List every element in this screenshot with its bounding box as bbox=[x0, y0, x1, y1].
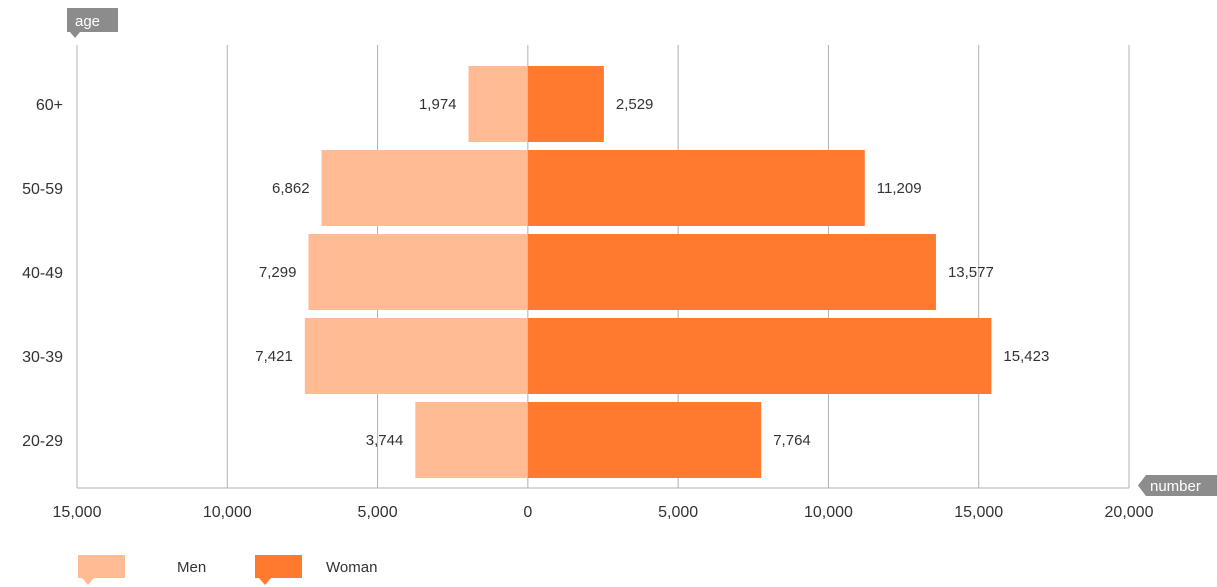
data-label-men: 1,974 bbox=[419, 96, 457, 113]
x-tick-label: 10,000 bbox=[203, 504, 252, 521]
data-label-woman: 11,209 bbox=[877, 180, 922, 197]
bar-woman bbox=[527, 234, 936, 310]
y-axis-tag: age bbox=[67, 8, 118, 38]
data-labels: 1,974 2,529 6,862 11,209 7,299 13,577 7,421 15,… bbox=[255, 96, 1049, 449]
bar-men bbox=[304, 318, 528, 394]
x-axis-tick-labels: 15,000 10,000 5,000 0 5,000 10,000 15,000 20,00… bbox=[53, 504, 1154, 521]
x-tick-label: 0 bbox=[523, 504, 532, 521]
x-axis-tag: number bbox=[1138, 475, 1217, 496]
bar-woman bbox=[527, 150, 865, 226]
x-axis-tag-shape bbox=[1138, 475, 1217, 496]
data-label-men: 7,299 bbox=[259, 264, 297, 281]
bars bbox=[304, 66, 992, 478]
bar-woman bbox=[527, 66, 604, 142]
x-axis-label: number bbox=[1150, 478, 1201, 495]
data-label-woman: 13,577 bbox=[948, 264, 994, 281]
bar-men bbox=[321, 150, 528, 226]
y-axis-tag-shape bbox=[67, 8, 118, 38]
y-tick-label: 50-59 bbox=[22, 181, 63, 198]
legend-item-men: Men bbox=[78, 555, 206, 585]
legend-swatch-woman bbox=[255, 555, 302, 585]
data-label-men: 6,862 bbox=[272, 180, 310, 197]
data-label-woman: 7,764 bbox=[773, 432, 811, 449]
y-axis-tick-labels: 60+ 50-59 40-49 30-39 20-29 bbox=[22, 97, 63, 450]
bar-woman bbox=[527, 402, 762, 478]
y-tick-label: 40-49 bbox=[22, 265, 63, 282]
data-label-men: 7,421 bbox=[255, 348, 293, 365]
x-tick-label: 20,000 bbox=[1105, 504, 1154, 521]
legend-swatch-men bbox=[78, 555, 125, 585]
legend-label-woman: Woman bbox=[326, 559, 377, 576]
data-label-men: 3,744 bbox=[366, 432, 404, 449]
x-tick-label: 15,000 bbox=[954, 504, 1003, 521]
legend: Men Woman bbox=[78, 555, 377, 585]
bar-woman bbox=[527, 318, 992, 394]
bar-men bbox=[308, 234, 528, 310]
legend-item-woman: Woman bbox=[255, 555, 377, 585]
x-tick-label: 5,000 bbox=[358, 504, 398, 521]
x-tick-label: 15,000 bbox=[53, 504, 102, 521]
y-tick-label: 20-29 bbox=[22, 433, 63, 450]
y-axis-label: age bbox=[75, 13, 100, 30]
data-label-woman: 2,529 bbox=[616, 96, 654, 113]
data-label-woman: 15,423 bbox=[1003, 348, 1049, 365]
y-tick-label: 30-39 bbox=[22, 349, 63, 366]
legend-label-men: Men bbox=[177, 559, 206, 576]
bar-men bbox=[415, 402, 528, 478]
x-tick-label: 10,000 bbox=[804, 504, 853, 521]
y-tick-label: 60+ bbox=[36, 97, 63, 114]
bar-men bbox=[468, 66, 528, 142]
x-tick-label: 5,000 bbox=[658, 504, 698, 521]
